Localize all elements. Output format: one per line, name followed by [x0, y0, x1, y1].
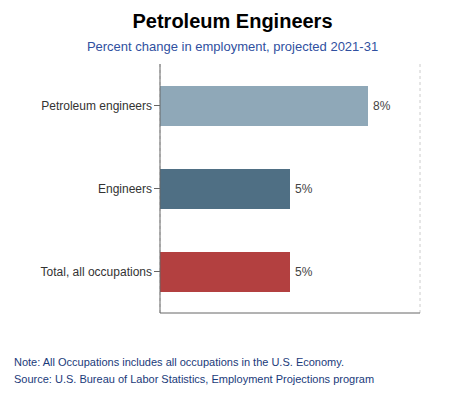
svg-text:5%: 5% — [295, 265, 313, 279]
svg-text:8%: 8% — [373, 99, 391, 113]
svg-text:Petroleum engineers: Petroleum engineers — [41, 99, 152, 113]
svg-text:Total, all occupations: Total, all occupations — [41, 265, 152, 279]
html-text:Source: U.S. Bureau of Labor S: Source: U.S. Bureau of Labor Statistics,… — [14, 373, 375, 386]
svg-text:5%: 5% — [295, 182, 313, 196]
svg-text:Engineers: Engineers — [98, 182, 152, 196]
html-text:Note: All Occupations includes: Note: All Occupations includes all occup… — [14, 355, 344, 368]
html-text:Percent change in employment,: Percent change in employment, projected … — [86, 39, 379, 54]
html-text:Petroleum Engineers: Petroleum Engineers — [132, 10, 333, 32]
